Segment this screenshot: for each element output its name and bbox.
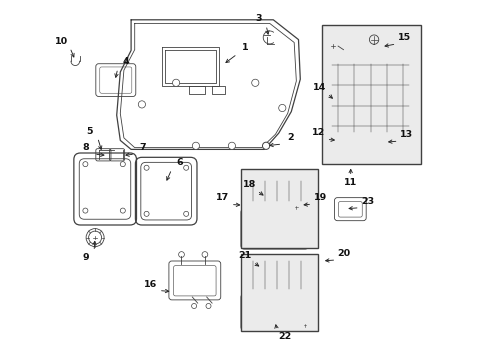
Circle shape: [144, 211, 149, 216]
Circle shape: [205, 303, 211, 309]
Text: 1: 1: [242, 43, 248, 52]
Circle shape: [192, 142, 199, 149]
Text: 17: 17: [216, 194, 229, 202]
Circle shape: [251, 79, 258, 86]
Text: 12: 12: [311, 129, 325, 137]
Circle shape: [278, 104, 285, 112]
Text: 23: 23: [360, 197, 373, 206]
Text: 2: 2: [286, 133, 293, 142]
Circle shape: [138, 101, 145, 108]
Text: 9: 9: [82, 253, 89, 262]
Text: 6: 6: [176, 158, 183, 167]
Circle shape: [183, 211, 188, 216]
Circle shape: [202, 252, 207, 257]
Circle shape: [120, 208, 125, 213]
Text: 3: 3: [254, 14, 261, 23]
Circle shape: [191, 303, 196, 309]
Text: 19: 19: [313, 193, 326, 202]
Circle shape: [172, 79, 179, 86]
Circle shape: [144, 165, 149, 170]
Text: 20: 20: [337, 249, 350, 258]
Text: 8: 8: [82, 143, 89, 152]
Text: 5: 5: [86, 126, 93, 135]
Text: 13: 13: [399, 130, 412, 139]
Circle shape: [82, 208, 88, 213]
Text: 7: 7: [140, 143, 146, 152]
Text: 10: 10: [55, 37, 68, 46]
Text: 4: 4: [122, 57, 129, 66]
Text: 14: 14: [312, 83, 325, 91]
Bar: [321, 25, 420, 164]
Bar: [241, 169, 318, 248]
Text: 11: 11: [344, 178, 357, 187]
Circle shape: [262, 142, 269, 149]
Bar: [241, 254, 318, 331]
Text: 21: 21: [238, 251, 251, 260]
Circle shape: [82, 162, 88, 167]
Circle shape: [120, 162, 125, 167]
Circle shape: [228, 142, 235, 149]
Circle shape: [183, 165, 188, 170]
Text: 22: 22: [278, 333, 291, 341]
Text: 16: 16: [144, 279, 157, 289]
Circle shape: [178, 252, 184, 257]
Text: 15: 15: [397, 33, 410, 42]
Text: 18: 18: [242, 180, 255, 189]
